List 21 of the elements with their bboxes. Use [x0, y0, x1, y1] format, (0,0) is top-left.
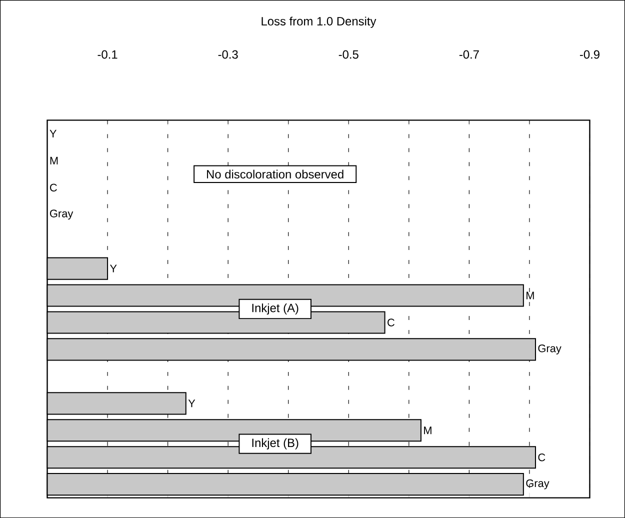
y-tick-label: Y	[50, 130, 57, 138]
x-tick-label: -0.7	[459, 50, 479, 59]
x-tick-label: -0.1	[98, 50, 118, 59]
x-axis-title: Loss from 1.0 Density	[262, 16, 376, 28]
y-tick-label: C	[538, 453, 546, 462]
x-tick-label: -0.5	[338, 50, 358, 59]
annotation: Inkjet (A)	[252, 303, 298, 315]
y-tick-label: C	[50, 184, 57, 192]
y-tick-label: M	[50, 156, 58, 164]
y-tick-label: M	[424, 426, 432, 434]
y-tick-label: Y	[110, 264, 117, 272]
annotation: Inkjet (B)	[252, 438, 298, 450]
x-tick-label: -0.3	[218, 50, 238, 59]
x-tick-label: -0.9	[580, 50, 600, 59]
annotation: No discoloration observed	[207, 170, 344, 178]
y-tick-label: Gray	[526, 479, 550, 490]
y-tick-label: M	[526, 292, 534, 300]
y-tick-label: C	[388, 318, 394, 326]
y-tick-label: Gray	[50, 210, 74, 220]
y-tick-label: Y	[188, 400, 196, 408]
y-tick-label: Gray	[538, 344, 562, 354]
